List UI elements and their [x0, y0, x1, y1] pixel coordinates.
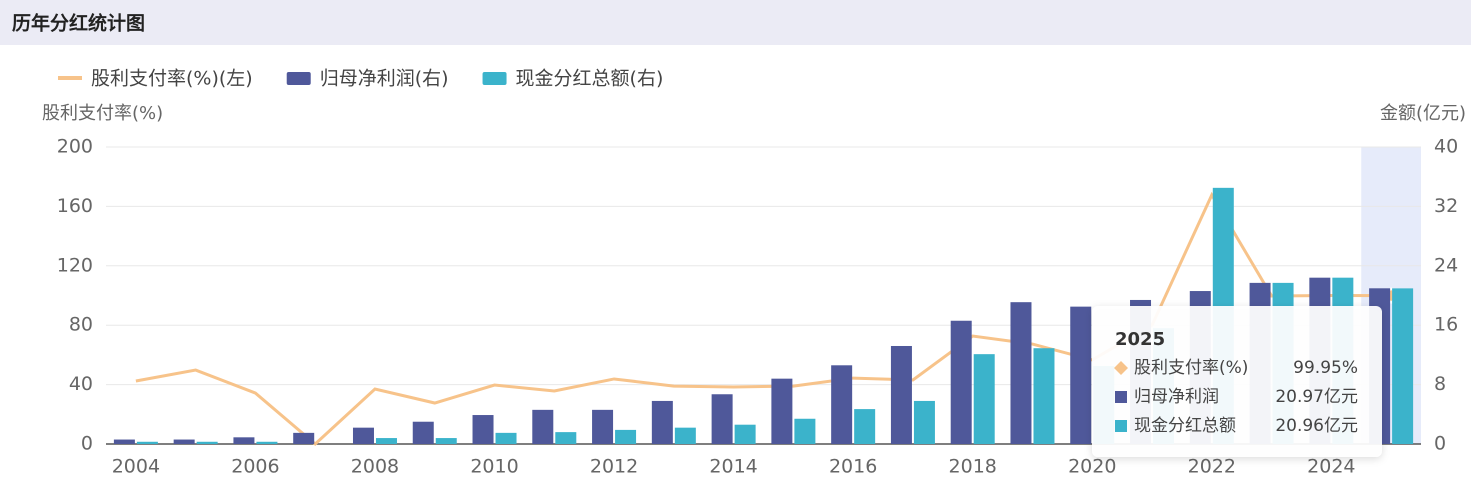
y2-tick-label: 16 [1434, 314, 1458, 336]
bar [831, 365, 853, 444]
y2-axis-title: 金额(亿元) [1380, 103, 1466, 124]
bar [555, 432, 577, 444]
bar [734, 424, 756, 444]
tooltip-value: 20.96亿元 [1275, 416, 1358, 436]
y-tick-label: 40 [69, 373, 93, 395]
bar [794, 418, 816, 444]
x-tick-label: 2006 [231, 456, 279, 478]
bar [196, 441, 218, 444]
bar [854, 409, 876, 444]
y-tick-label: 120 [57, 254, 93, 276]
legend-label: 股利支付率(%)(左) [91, 68, 253, 90]
bar [495, 432, 517, 444]
bar [375, 438, 397, 444]
x-tick-label: 2008 [351, 456, 399, 478]
bar [1392, 288, 1414, 444]
bar [472, 415, 494, 444]
tooltip-title: 2025 [1115, 329, 1165, 350]
y2-tick-label: 24 [1434, 254, 1458, 276]
legend-label: 归母净利润(右) [320, 68, 449, 90]
tooltip-name: 现金分红总额 [1134, 416, 1236, 436]
header-title: 历年分红统计图 [12, 12, 145, 35]
bar [950, 320, 972, 444]
y-axis-title: 股利支付率(%) [42, 103, 163, 124]
legend-icon [286, 72, 311, 85]
bar [674, 427, 696, 444]
bar [412, 421, 434, 444]
tooltip-name: 股利支付率(%) [1134, 358, 1248, 378]
x-tick-label: 2022 [1188, 456, 1236, 478]
bar [711, 394, 733, 444]
legend-icon [482, 72, 507, 85]
y2-tick-label: 32 [1434, 195, 1458, 217]
tooltip-marker [1114, 361, 1128, 375]
bar [173, 439, 195, 444]
bar [1010, 302, 1032, 444]
bar [435, 438, 457, 444]
tooltip-marker [1115, 391, 1127, 403]
x-tick-label: 2004 [112, 456, 160, 478]
bar [973, 354, 995, 444]
tooltip-marker [1115, 420, 1127, 432]
y-tick-label: 200 [57, 136, 93, 158]
bar [1033, 348, 1055, 444]
y2-tick-label: 0 [1434, 433, 1446, 455]
line [135, 191, 1392, 447]
bar [352, 427, 374, 444]
y2-tick-label: 40 [1434, 136, 1458, 158]
bar [1070, 306, 1092, 444]
tooltip-box [1092, 306, 1382, 457]
bar [651, 400, 673, 444]
tooltip-name: 归母净利润 [1134, 387, 1219, 407]
x-tick-label: 2014 [709, 456, 757, 478]
bar [136, 441, 158, 444]
legend-label: 现金分红总额(右) [516, 68, 664, 90]
bar [890, 345, 912, 444]
bar [592, 409, 614, 444]
x-tick-label: 2012 [590, 456, 638, 478]
bar [293, 432, 315, 444]
tooltip-value: 20.97亿元 [1275, 387, 1358, 407]
y-tick-label: 160 [57, 195, 93, 217]
bar [532, 409, 554, 444]
bar [771, 378, 793, 444]
x-tick-label: 2016 [829, 456, 877, 478]
bar [615, 429, 637, 444]
tooltip-value: 99.95% [1293, 358, 1358, 378]
y-tick-label: 0 [81, 433, 93, 455]
y-tick-label: 80 [69, 314, 93, 336]
x-tick-label: 2024 [1307, 456, 1355, 478]
bar [113, 439, 135, 444]
x-tick-label: 2010 [470, 456, 518, 478]
x-tick-label: 2020 [1068, 456, 1116, 478]
bar [233, 437, 255, 444]
bar [913, 400, 935, 444]
bar [256, 441, 278, 444]
y2-tick-label: 8 [1434, 373, 1446, 395]
header-bar [0, 0, 1471, 45]
x-tick-label: 2018 [949, 456, 997, 478]
